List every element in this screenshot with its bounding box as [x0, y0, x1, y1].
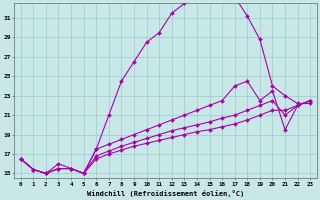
X-axis label: Windchill (Refroidissement éolien,°C): Windchill (Refroidissement éolien,°C)	[87, 190, 244, 197]
